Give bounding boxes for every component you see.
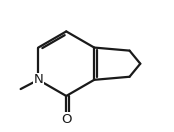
Text: N: N [33,73,43,86]
Text: O: O [61,112,72,126]
